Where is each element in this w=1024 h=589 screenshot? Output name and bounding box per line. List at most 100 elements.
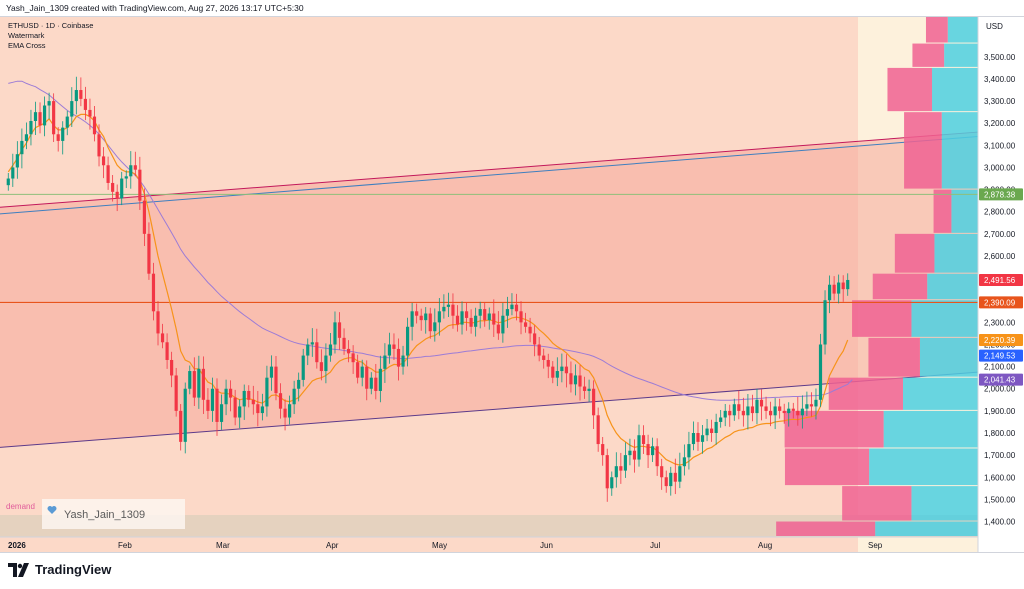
candle-body [442, 306, 446, 312]
candle-body [669, 472, 673, 487]
time-tick-label: Jun [540, 541, 553, 550]
horizontal-levels [0, 193, 978, 304]
currency-label[interactable]: USD [986, 22, 1003, 31]
volume-profile-bar [828, 377, 903, 410]
candle-body [392, 344, 396, 349]
candle-body [396, 348, 401, 367]
candle-body [651, 446, 655, 456]
candle-body [478, 309, 482, 316]
candle-body [274, 366, 278, 394]
candle-body [11, 167, 15, 179]
candle-body [601, 444, 605, 456]
price-label-text: 2,041.43 [984, 376, 1016, 385]
candle-body [546, 359, 550, 367]
volume-profile-bar [904, 112, 942, 189]
candle-body [814, 399, 818, 407]
candle-body [88, 109, 92, 117]
candle-body [474, 315, 478, 327]
volume-profile-bar [872, 273, 928, 300]
candle-body [297, 379, 301, 389]
candle-body [192, 371, 196, 398]
ema-slow-line [8, 80, 853, 401]
candle-body [728, 410, 732, 416]
candle-body [832, 284, 836, 294]
candle-body [61, 127, 65, 141]
candle-body [92, 116, 97, 135]
candle-body [179, 410, 183, 442]
candle-body [401, 355, 405, 367]
candle-body [764, 406, 768, 411]
time-tick-label: Apr [326, 541, 339, 550]
candle-body [564, 366, 568, 374]
candle-body [460, 311, 464, 325]
price-label-text: 2,491.56 [984, 276, 1016, 285]
candle-body [655, 446, 659, 467]
candle-body [142, 200, 146, 234]
symbol-legend[interactable]: ETHUSD · 1D · Coinbase [8, 21, 93, 30]
candle-body [637, 435, 641, 460]
candle-body [823, 300, 827, 345]
candle-body [52, 101, 56, 135]
volume-profile-bar [947, 17, 978, 43]
candle-body [433, 322, 437, 332]
candle-body [301, 355, 305, 380]
candle-body [183, 388, 187, 442]
volume-profile [776, 17, 978, 536]
volume-profile-bar [919, 337, 978, 377]
time-axis[interactable]: 2026 Feb Mar Apr May Jun Jul Aug Sep [8, 541, 883, 550]
volume-profile-bar [934, 233, 978, 273]
candle-body [15, 154, 19, 168]
volume-profile-bar [941, 112, 978, 189]
demand-label: demand [6, 502, 35, 511]
candle-body [469, 317, 473, 327]
volume-profile-bar [875, 521, 978, 536]
volume-profile-bar [933, 189, 952, 233]
candle-body [165, 342, 169, 360]
price-tick-label: 1,800.00 [984, 429, 1016, 438]
candle-body [605, 455, 609, 489]
candle-body [841, 282, 845, 290]
candle-body [592, 388, 596, 416]
volume-profile-bar [932, 67, 978, 112]
candle-body [487, 313, 491, 321]
candle-body [111, 182, 115, 192]
ema-cross-legend[interactable]: EMA Cross [8, 41, 46, 50]
volume-profile-bar [902, 377, 978, 410]
candle-body [70, 101, 74, 117]
candle-body [29, 121, 33, 135]
price-label-box [979, 273, 1023, 286]
candle-body [714, 421, 718, 433]
heart-icon [47, 506, 57, 514]
candle-body [242, 390, 246, 407]
price-label-text: 2,878.38 [984, 190, 1016, 199]
ema-fast-line [7, 113, 849, 466]
price-tick-label: 1,600.00 [984, 473, 1016, 482]
tradingview-brand[interactable]: TradingView [8, 562, 111, 577]
price-tick-label: 3,100.00 [984, 141, 1016, 150]
candle-body [133, 165, 137, 170]
price-chart[interactable]: 1,400.00 1,500.00 1,600.00 1,700.00 1,800.00… [0, 17, 1024, 552]
demand-zone [0, 515, 978, 537]
price-tick-label: 3,000.00 [984, 163, 1016, 172]
price-axis[interactable]: 1,400.00 1,500.00 1,600.00 1,700.00 1,800.00… [979, 53, 1023, 527]
candle-body [106, 165, 110, 183]
candle-body [383, 355, 387, 369]
candle-body [705, 428, 709, 436]
candle-body [846, 279, 850, 290]
chart-pane[interactable]: 1,400.00 1,500.00 1,600.00 1,700.00 1,800.00… [0, 16, 1024, 553]
candle-body [124, 176, 128, 179]
watermark-legend[interactable]: Watermark [8, 31, 45, 40]
candle-body [337, 322, 342, 338]
candle-body [696, 433, 700, 442]
candle-body [278, 393, 283, 409]
candle-body [596, 415, 600, 445]
volume-profile-bar [911, 486, 978, 521]
brand-name: TradingView [35, 562, 112, 577]
candle-body [247, 390, 251, 400]
price-tick-label: 2,800.00 [984, 208, 1016, 217]
candle-body [691, 433, 696, 445]
candle-body [410, 311, 414, 327]
price-label-box [979, 296, 1023, 309]
header-text: Yash_Jain_1309 created with TradingView.… [6, 3, 304, 13]
candle-body [160, 333, 165, 343]
